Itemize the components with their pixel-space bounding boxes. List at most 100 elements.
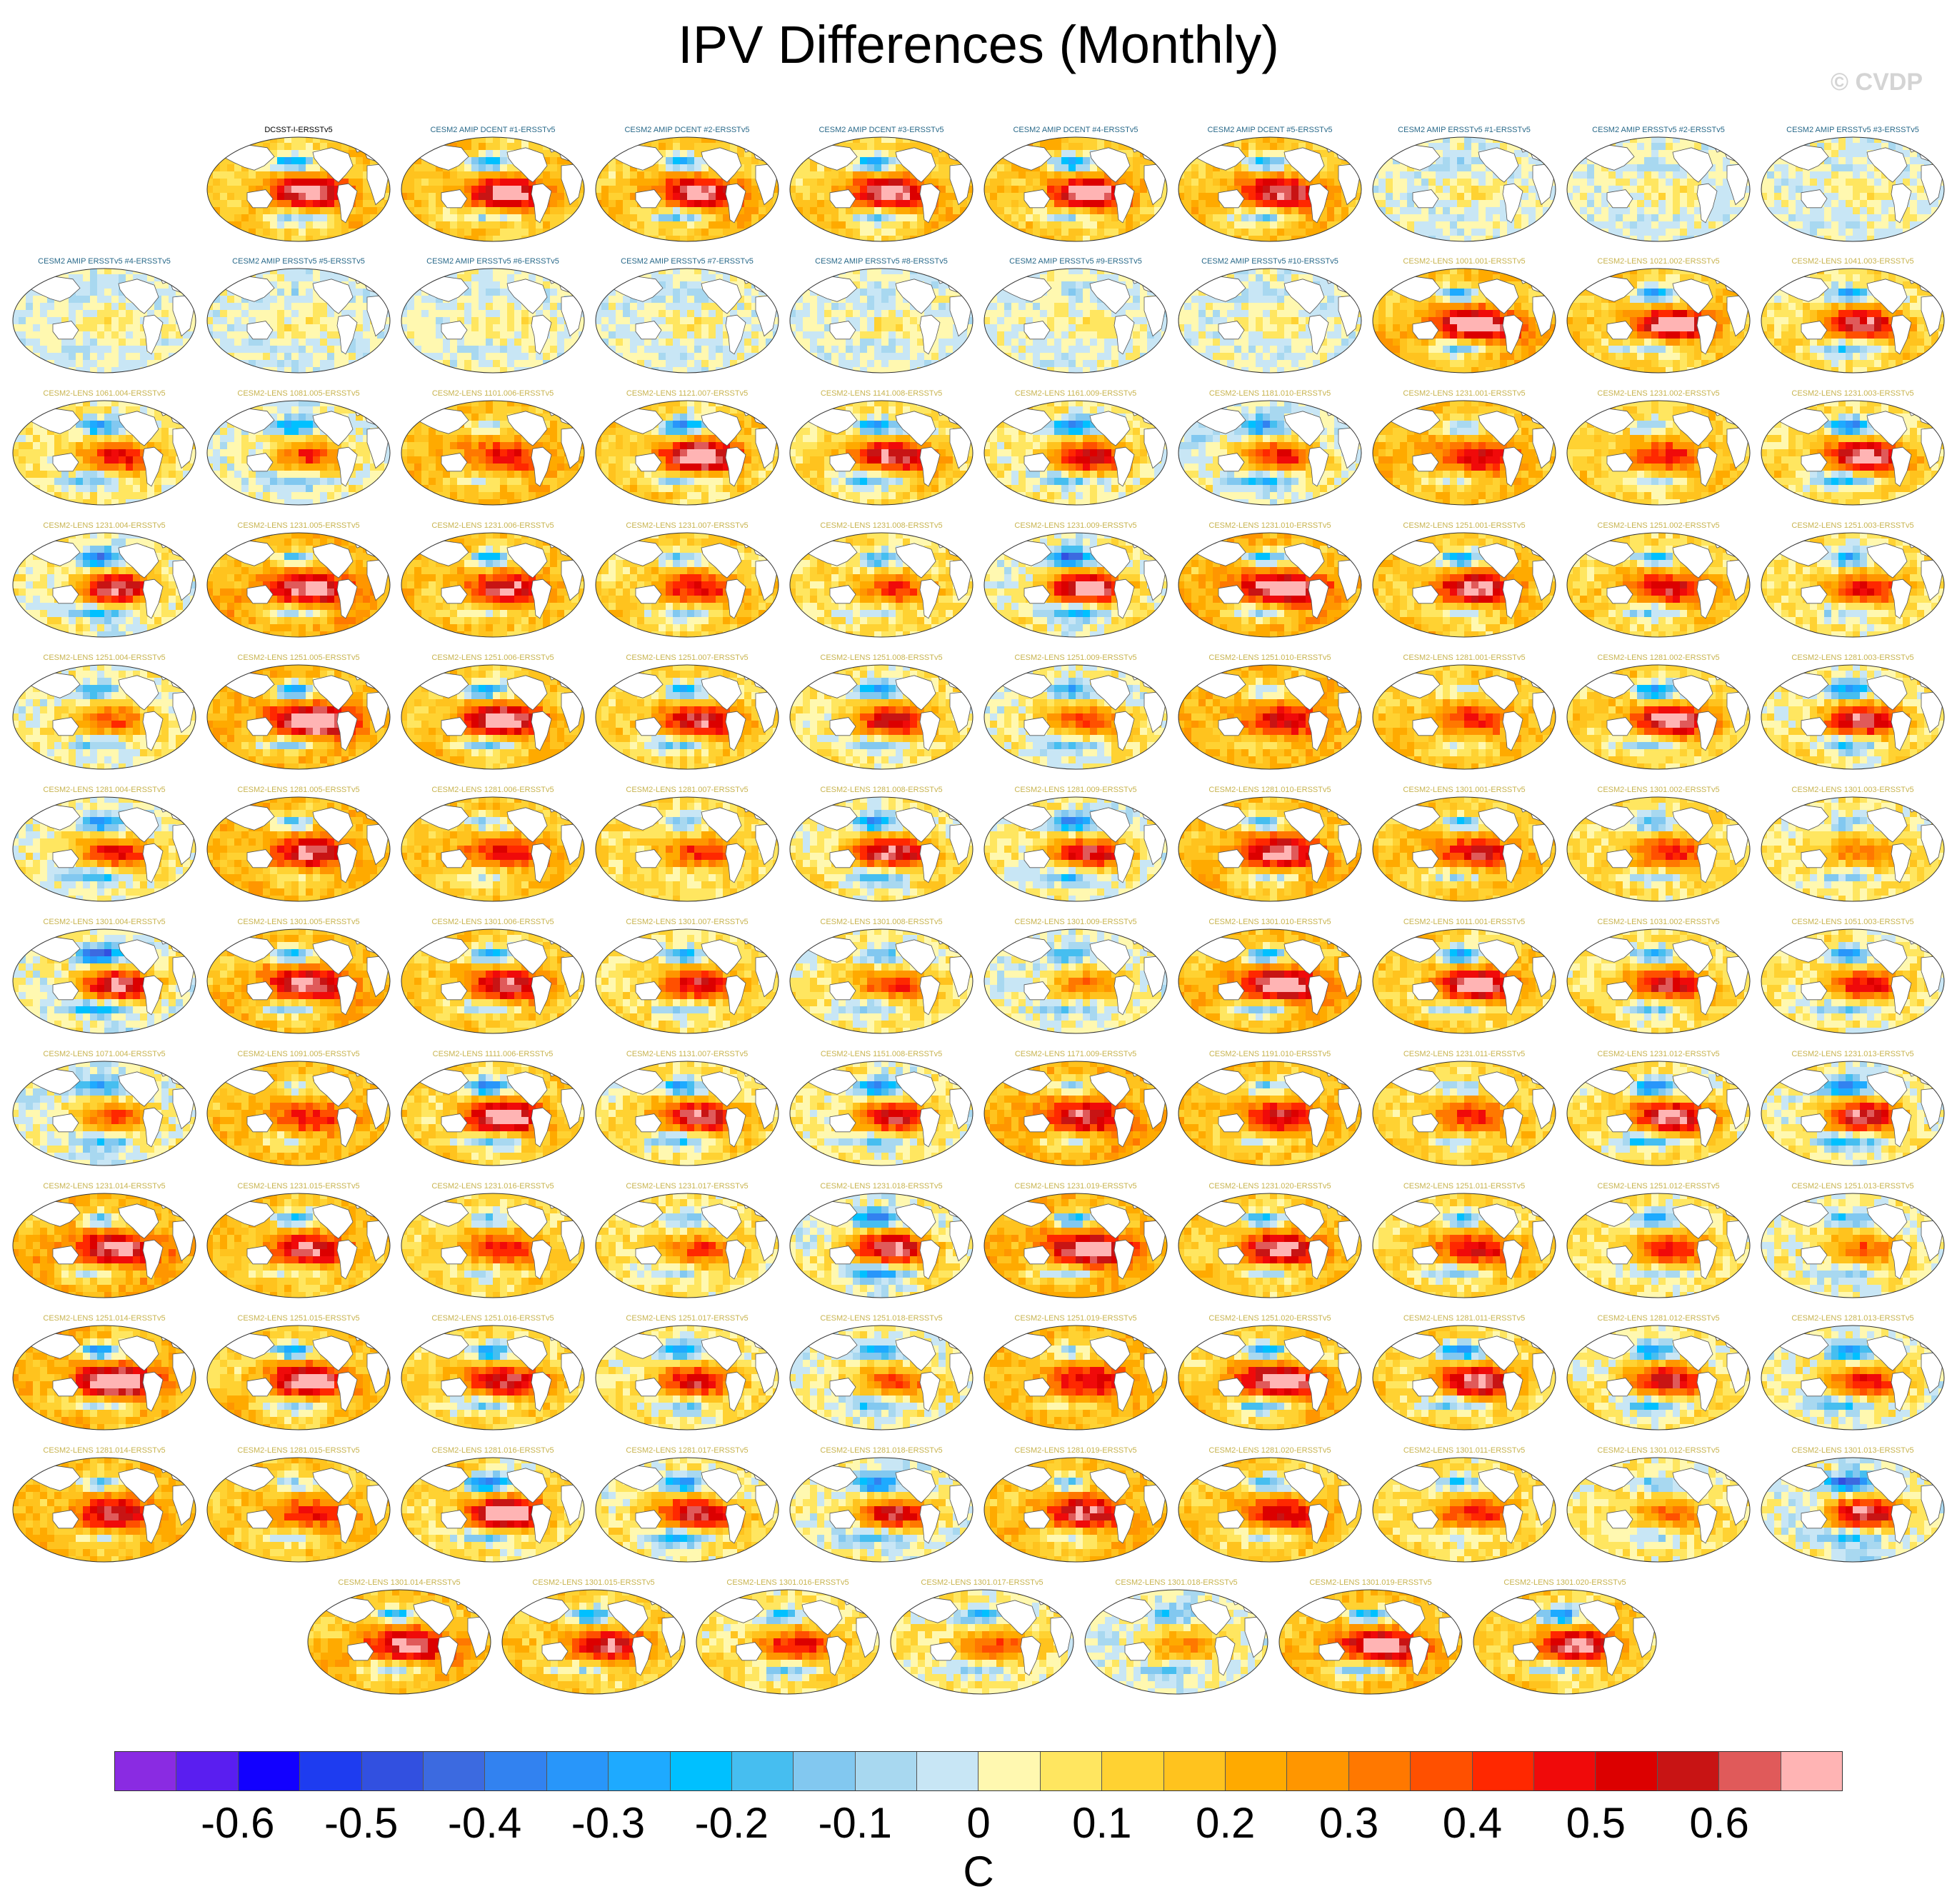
map-cell xyxy=(401,310,408,318)
map-cell xyxy=(1903,236,1911,241)
map-cell xyxy=(1018,137,1026,144)
map-cell xyxy=(960,200,968,208)
map-cell xyxy=(183,269,191,275)
map-cell xyxy=(903,236,911,241)
map-cell xyxy=(464,274,472,282)
map-cell xyxy=(623,214,631,222)
map-cell xyxy=(810,207,818,215)
map-cell xyxy=(190,346,196,354)
map-cell xyxy=(1213,207,1221,215)
map-cell xyxy=(666,289,674,296)
map-cell xyxy=(1500,200,1508,208)
map-cell xyxy=(486,281,494,289)
map-cell xyxy=(1407,229,1415,236)
map-cell xyxy=(659,281,666,289)
map-cell xyxy=(234,186,242,194)
map-cell xyxy=(320,274,328,282)
map-cell xyxy=(1400,236,1408,241)
map-cell xyxy=(1803,214,1811,222)
map-cell xyxy=(867,236,875,241)
map-cell xyxy=(881,214,889,222)
map-cell xyxy=(1428,236,1436,241)
map-cell xyxy=(659,214,666,222)
map-cell xyxy=(1903,143,1911,151)
map-cell xyxy=(651,274,659,282)
map-cell xyxy=(277,164,285,172)
map-cell xyxy=(1118,137,1126,144)
map-cell xyxy=(1068,207,1076,215)
map-cell xyxy=(1701,229,1709,236)
map-cell xyxy=(579,193,584,201)
map-cell xyxy=(997,229,1005,236)
map-cell xyxy=(557,207,565,215)
map-cell xyxy=(803,179,811,186)
map-cell xyxy=(766,214,774,222)
map-cell xyxy=(356,281,364,289)
map-cell xyxy=(644,221,652,229)
map-cell xyxy=(429,137,436,144)
map-panel-svg xyxy=(12,268,196,374)
map-cell xyxy=(407,229,415,236)
map-cell xyxy=(1680,186,1688,194)
map-cell xyxy=(414,200,422,208)
map-panel: DCSST-I-ERSSTv5 xyxy=(203,126,394,261)
map-cell xyxy=(429,186,436,194)
map-cell xyxy=(299,269,306,275)
map-cell xyxy=(1161,143,1167,151)
map-cell xyxy=(536,360,544,368)
map-cell xyxy=(1917,207,1925,215)
map-cell xyxy=(874,236,882,241)
map-cell xyxy=(1126,221,1133,229)
map-cell xyxy=(1543,200,1551,208)
map-cell xyxy=(429,207,436,215)
map-cell xyxy=(1716,221,1723,229)
map-cell xyxy=(486,193,494,201)
map-cell xyxy=(1436,150,1443,158)
map-cell xyxy=(183,274,191,282)
map-cell xyxy=(1256,143,1263,151)
map-cell xyxy=(1126,236,1133,241)
map-cell xyxy=(896,200,904,208)
map-cell xyxy=(1256,221,1263,229)
map-cell xyxy=(1910,179,1918,186)
map-cell xyxy=(169,317,176,325)
map-cell xyxy=(277,310,285,318)
map-cell xyxy=(277,229,285,236)
map-cell xyxy=(997,171,1005,179)
map-cell xyxy=(1853,186,1861,194)
map-cell xyxy=(514,236,522,241)
map-cell xyxy=(377,200,385,208)
map-cell xyxy=(436,269,444,275)
map-cell xyxy=(443,229,451,236)
map-cell xyxy=(1486,179,1493,186)
map-cell xyxy=(1630,207,1638,215)
map-cell xyxy=(471,164,479,172)
map-cell xyxy=(543,236,551,241)
map-cell xyxy=(846,236,854,241)
map-cell xyxy=(291,157,299,165)
map-cell xyxy=(1097,143,1105,151)
map-cell xyxy=(1938,214,1944,222)
map-cell xyxy=(207,229,214,236)
map-cell xyxy=(564,221,572,229)
map-cell xyxy=(291,207,299,215)
map-cell xyxy=(493,289,501,296)
map-cell xyxy=(133,274,141,282)
map-cell xyxy=(673,229,681,236)
map-cell xyxy=(1054,236,1062,241)
map-cell xyxy=(500,339,508,346)
map-cell xyxy=(1004,164,1012,172)
map-cell xyxy=(1161,236,1167,241)
map-cell xyxy=(277,331,285,339)
map-cell xyxy=(1601,171,1609,179)
map-cell xyxy=(1478,179,1486,186)
map-cell xyxy=(370,137,378,144)
map-cell xyxy=(97,346,105,354)
map-cell xyxy=(436,331,444,339)
map-cell xyxy=(790,150,796,158)
map-cell xyxy=(227,137,235,144)
map-cell xyxy=(334,200,342,208)
map-cell xyxy=(1874,186,1882,194)
map-cell xyxy=(609,171,616,179)
map-cell xyxy=(363,164,371,172)
